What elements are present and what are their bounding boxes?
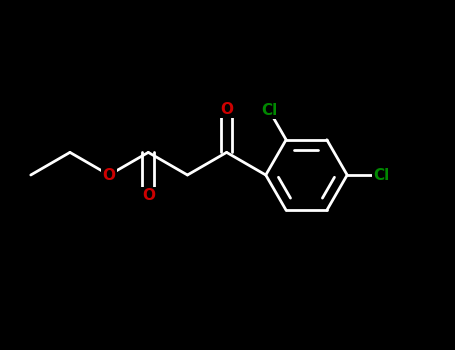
Text: O: O [220,102,233,117]
Text: Cl: Cl [261,103,277,118]
Text: O: O [142,188,155,203]
Text: O: O [103,168,116,182]
Text: Cl: Cl [373,168,389,182]
